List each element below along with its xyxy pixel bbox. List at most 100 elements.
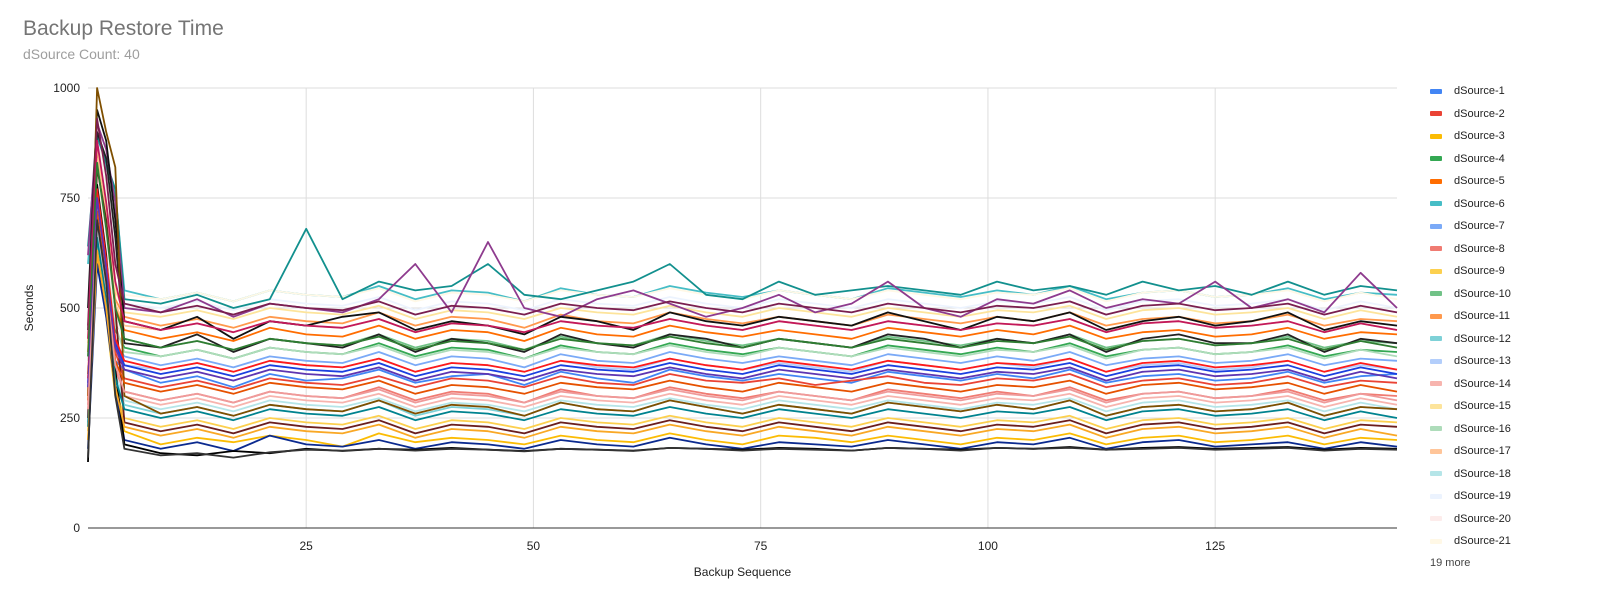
legend-label: dSource-9 bbox=[1454, 265, 1505, 278]
legend-label: dSource-1 bbox=[1454, 85, 1505, 98]
series-line-dSource-6 bbox=[87, 139, 1398, 303]
legend-more-link[interactable]: 19 more bbox=[1430, 556, 1471, 569]
legend-label: dSource-2 bbox=[1454, 107, 1505, 120]
series-line-dSource-5 bbox=[87, 153, 1398, 353]
legend-label: dSource-10 bbox=[1454, 287, 1511, 300]
legend-swatch bbox=[1430, 268, 1442, 274]
chart-title: Backup Restore Time bbox=[23, 17, 224, 40]
y-tick-label: 500 bbox=[60, 301, 80, 315]
x-tick-label: 125 bbox=[1205, 539, 1225, 553]
series-line-dSource-19 bbox=[87, 131, 1398, 331]
y-tick-label: 750 bbox=[60, 191, 80, 205]
x-tick-label: 50 bbox=[527, 539, 541, 553]
x-axis-label: Backup Sequence bbox=[694, 565, 792, 579]
legend-item[interactable]: dSource-15 bbox=[1430, 395, 1511, 418]
legend-item[interactable]: dSource-4 bbox=[1430, 148, 1511, 171]
legend-label: dSource-6 bbox=[1454, 197, 1505, 210]
series-line-dSource-1 bbox=[87, 241, 1398, 397]
series-line-series-30 bbox=[87, 192, 1398, 383]
series-line-dSource-14 bbox=[87, 223, 1398, 414]
series-line-series-39 bbox=[87, 219, 1398, 410]
legend-label: dSource-11 bbox=[1454, 310, 1511, 323]
series-line-dSource-11 bbox=[87, 148, 1398, 344]
legend-item[interactable]: dSource-8 bbox=[1430, 238, 1511, 261]
legend-item[interactable]: dSource-12 bbox=[1430, 328, 1511, 351]
legend-item[interactable]: dSource-5 bbox=[1430, 170, 1511, 193]
legend-swatch bbox=[1430, 493, 1442, 499]
legend-label: dSource-13 bbox=[1454, 355, 1511, 368]
legend-label: dSource-20 bbox=[1454, 512, 1511, 525]
legend-swatch bbox=[1430, 88, 1442, 94]
legend-swatch bbox=[1430, 358, 1442, 364]
series-line-dSource-16 bbox=[87, 179, 1398, 370]
legend-swatch bbox=[1430, 178, 1442, 184]
legend: dSource-1 dSource-2 dSource-3 dSource-4 dSou… bbox=[1430, 80, 1511, 569]
legend-label: dSource-14 bbox=[1454, 377, 1511, 390]
legend-swatch bbox=[1430, 336, 1442, 342]
legend-label: dSource-15 bbox=[1454, 400, 1511, 413]
legend-item[interactable]: dSource-2 bbox=[1430, 103, 1511, 126]
legend-item[interactable]: dSource-9 bbox=[1430, 260, 1511, 283]
legend-swatch bbox=[1430, 516, 1442, 522]
legend-swatch bbox=[1430, 201, 1442, 207]
series-line-series-31 bbox=[87, 188, 1398, 379]
legend-item[interactable]: dSource-18 bbox=[1430, 463, 1511, 486]
series-line-dSource-15 bbox=[87, 144, 1398, 339]
legend-label: dSource-16 bbox=[1454, 422, 1511, 435]
legend-swatch bbox=[1430, 313, 1442, 319]
legend-swatch bbox=[1430, 156, 1442, 162]
series-line-series-37 bbox=[87, 249, 1398, 441]
series-line-dSource-3 bbox=[87, 254, 1398, 448]
legend-item[interactable]: dSource-21 bbox=[1430, 530, 1511, 553]
legend-item[interactable]: dSource-20 bbox=[1430, 508, 1511, 531]
legend-swatch bbox=[1430, 403, 1442, 409]
legend-label: dSource-18 bbox=[1454, 467, 1511, 480]
legend-swatch bbox=[1430, 426, 1442, 432]
legend-swatch bbox=[1430, 223, 1442, 229]
y-tick-label: 0 bbox=[73, 521, 80, 535]
x-tick-label: 75 bbox=[754, 539, 768, 553]
legend-item[interactable]: dSource-6 bbox=[1430, 193, 1511, 216]
legend-item[interactable]: dSource-11 bbox=[1430, 305, 1511, 328]
legend-label: dSource-19 bbox=[1454, 490, 1511, 503]
series-line-series-25 bbox=[87, 131, 1398, 353]
y-tick-label: 250 bbox=[60, 411, 80, 425]
legend-item[interactable]: dSource-13 bbox=[1430, 350, 1511, 373]
y-tick-label: 1000 bbox=[53, 81, 80, 95]
series-line-dSource-21 bbox=[87, 122, 1398, 322]
series-line-series-35 bbox=[87, 210, 1398, 401]
legend-item[interactable]: dSource-17 bbox=[1430, 440, 1511, 463]
series-line-series-36 bbox=[87, 236, 1398, 427]
legend-item[interactable]: dSource-16 bbox=[1430, 418, 1511, 441]
legend-label: dSource-7 bbox=[1454, 220, 1505, 233]
legend-item[interactable]: dSource-14 bbox=[1430, 373, 1511, 396]
legend-label: dSource-5 bbox=[1454, 175, 1505, 188]
series-line-series-33 bbox=[87, 139, 1398, 339]
legend-item[interactable]: dSource-10 bbox=[1430, 283, 1511, 306]
series-line-dSource-7 bbox=[87, 210, 1398, 388]
legend-label: dSource-21 bbox=[1454, 535, 1511, 548]
series-line-series-28 bbox=[87, 263, 1398, 452]
legend-item[interactable]: dSource-19 bbox=[1430, 485, 1511, 508]
legend-swatch bbox=[1430, 448, 1442, 454]
legend-label: dSource-4 bbox=[1454, 152, 1505, 165]
series-line-series-26 bbox=[87, 87, 1398, 417]
series-line-series-23 bbox=[87, 122, 1398, 318]
legend-item[interactable]: dSource-3 bbox=[1430, 125, 1511, 148]
legend-item[interactable]: dSource-1 bbox=[1430, 80, 1511, 103]
series-line-series-34 bbox=[87, 161, 1398, 357]
legend-label: dSource-12 bbox=[1454, 332, 1511, 345]
series-line-dSource-18 bbox=[87, 232, 1398, 419]
series-line-dSource-2 bbox=[87, 219, 1398, 419]
x-tick-label: 100 bbox=[978, 539, 998, 553]
legend-item[interactable]: dSource-7 bbox=[1430, 215, 1511, 238]
legend-label: dSource-3 bbox=[1454, 130, 1505, 143]
legend-swatch bbox=[1430, 381, 1442, 387]
legend-swatch bbox=[1430, 538, 1442, 544]
legend-swatch bbox=[1430, 291, 1442, 297]
series-line-series-40 bbox=[87, 219, 1398, 459]
legend-label: dSource-17 bbox=[1454, 445, 1511, 458]
series-line-series-22 bbox=[87, 135, 1398, 309]
series-line-dSource-9 bbox=[87, 245, 1398, 432]
